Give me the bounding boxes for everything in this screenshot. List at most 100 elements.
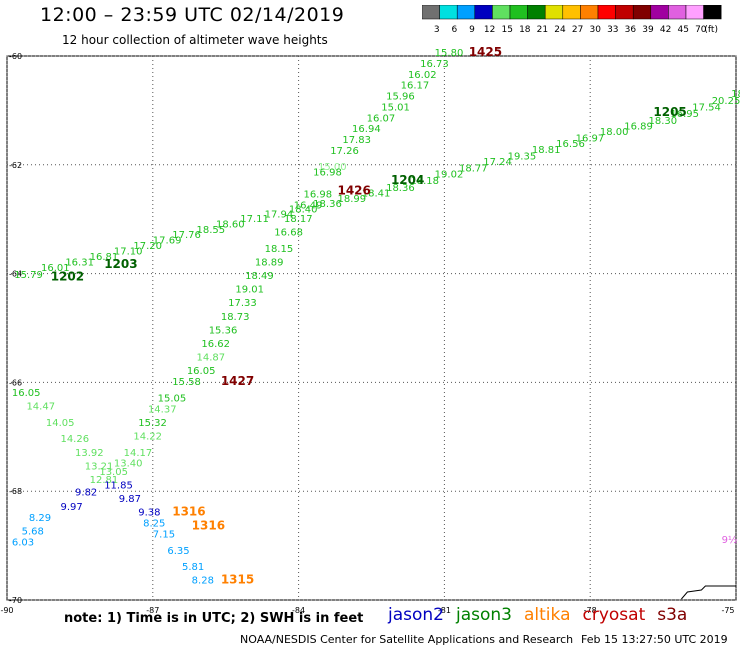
wave-height-label: 15.96 — [386, 92, 415, 103]
wave-height-label: 15.36 — [209, 325, 238, 336]
wave-height-label: 17.69 — [153, 236, 182, 247]
wave-height-label: 18.15 — [265, 244, 294, 255]
pass-time-label: 1204 — [391, 173, 424, 187]
legend-label: 24 — [554, 25, 566, 35]
legend-label: 45 — [677, 25, 688, 35]
wave-height-label: 18.36 — [386, 183, 415, 194]
legend-label: 33 — [607, 25, 618, 35]
wave-height-label: 16.62 — [201, 339, 230, 350]
wave-height-label: 18.40 — [289, 205, 318, 216]
wave-height-label: 15.80 — [435, 48, 464, 59]
wave-height-label: 18.55 — [197, 225, 226, 236]
legend-label: 15 — [501, 25, 512, 35]
wave-height-label: 9.82 — [75, 488, 97, 499]
wave-height-label: 17.26 — [330, 146, 359, 157]
wave-height-label: 18.99 — [337, 194, 366, 205]
lat-tick-label: -62 — [9, 161, 22, 170]
legend-unit: (ft) — [704, 25, 718, 35]
wave-height-label: 9.38 — [138, 508, 160, 519]
wave-height-label: 14.87 — [197, 353, 226, 364]
wave-height-label: 12.81 — [90, 475, 119, 486]
wave-height-label: 15.01 — [381, 102, 410, 113]
wave-height-label: 8.25 — [143, 519, 165, 530]
wave-height-label: 16.98 — [313, 168, 342, 179]
wave-height-label: 18.60 — [216, 219, 245, 230]
wave-height-label: 5.81 — [182, 562, 204, 573]
legend-label: 70 — [695, 25, 707, 35]
lat-tick-label: -66 — [9, 378, 22, 387]
wave-height-label: 16.97 — [576, 133, 605, 144]
pass-time-label: 1202 — [51, 270, 84, 284]
wave-height-label: 17.20 — [133, 241, 162, 252]
wave-height-label: 18.30 — [649, 116, 678, 127]
wave-height-label: 8.28 — [192, 576, 214, 587]
wave-height-label: 16.02 — [408, 70, 437, 81]
wave-height-label: 5.68 — [22, 527, 44, 538]
page-title: 12:00 – 23:59 UTC 02/14/2019 — [40, 4, 345, 26]
wave-height-label: 16.17 — [401, 81, 430, 92]
wave-height-label: 8.29 — [29, 513, 51, 524]
satellite-cryosat: cryosat — [582, 605, 646, 625]
wave-height-label: 13.40 — [114, 459, 143, 470]
satellite-s3a: s3a — [657, 605, 688, 625]
wave-height-label: 18.41 — [362, 188, 391, 199]
lat-tick-label: -64 — [9, 270, 22, 279]
lon-tick-label: -75 — [721, 606, 734, 615]
wave-height-label: 16.68 — [274, 228, 303, 239]
wave-height-label: 15.32 — [138, 418, 167, 429]
lat-tick-label: -70 — [9, 596, 22, 605]
wave-height-label: 18.00 — [600, 127, 629, 138]
pass-time-label: 1425 — [469, 45, 502, 59]
pass-time-label: 1426 — [337, 184, 370, 198]
wave-height-label: 16.05 — [12, 388, 41, 399]
wave-height-label: 9.87 — [119, 494, 141, 505]
wave-height-color-legend: 3 6 9 12 15 18 21 24 27 30 33 36 39 42 45 70(ft) — [422, 5, 722, 35]
wave-height-label: 16.95 — [670, 109, 699, 120]
wave-height-label: 14.26 — [60, 434, 89, 445]
wave-height-label: 15.00 — [318, 162, 347, 173]
wave-height-label: 17.76 — [172, 230, 201, 241]
wave-height-label: 17.24 — [483, 157, 512, 168]
wave-height-label: 18.18 — [410, 176, 439, 187]
pass-time-label: 1203 — [104, 257, 137, 271]
legend-label: 12 — [484, 25, 495, 35]
wave-height-label: 18.36 — [313, 199, 342, 210]
legend-label: 9 — [469, 25, 475, 35]
wave-height-label: 17.83 — [342, 135, 371, 146]
wave-height-label: 19.35 — [508, 151, 537, 162]
wave-height-label: 20.25 — [712, 96, 740, 107]
legend-label: 18 — [519, 25, 531, 35]
wave-height-label: 18.81 — [532, 145, 561, 156]
wave-height-label: 17.94 — [265, 210, 294, 221]
wave-height-label: 14.22 — [133, 432, 162, 443]
coastline — [681, 585, 736, 600]
wave-height-label: 16.31 — [65, 257, 94, 268]
wave-height-label: 14.05 — [46, 418, 75, 429]
page-subtitle: 12 hour collection of altimeter wave hei… — [62, 33, 328, 47]
wave-height-label: 18.49 — [245, 271, 274, 282]
wave-height-label: 17.54 — [692, 102, 721, 113]
generated-timestamp: Feb 15 13:27:50 UTC 2019 — [581, 633, 728, 646]
wave-height-label: 13.92 — [75, 448, 104, 459]
pass-time-label: 1316 — [172, 505, 205, 519]
satellite-altika: altika — [524, 605, 571, 625]
wave-height-label: 15.05 — [158, 393, 187, 404]
wave-height-label: 17.33 — [228, 298, 257, 309]
wave-height-label: 6.35 — [167, 546, 189, 557]
legend-label: 30 — [589, 25, 601, 35]
wave-height-label: 16.73 — [420, 59, 449, 70]
legend-label: 21 — [537, 25, 548, 35]
wave-height-label: 17.11 — [240, 214, 269, 225]
wave-height-label: 19.02 — [435, 169, 464, 180]
wave-height-label: 16.94 — [352, 124, 381, 135]
wave-height-label: 6.03 — [12, 538, 34, 549]
wave-height-label: 7.15 — [153, 529, 175, 540]
wave-height-label: 16.05 — [187, 366, 216, 377]
legend-label: 39 — [642, 25, 654, 35]
wave-height-label: 14.47 — [26, 402, 55, 413]
wave-height-label: 16.98 — [303, 189, 332, 200]
wave-height-label: 13.21 — [85, 461, 114, 472]
wave-height-label-edge: 9½ — [722, 534, 738, 546]
wave-height-label: 18.77 — [459, 163, 488, 174]
